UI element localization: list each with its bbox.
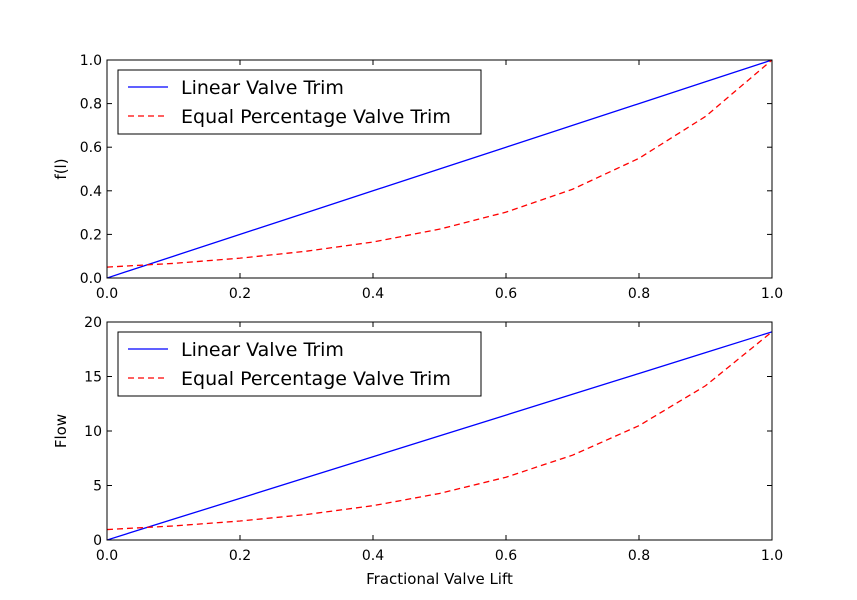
y-tick-label: 0.2 [80,227,102,243]
x-tick-label: 0.6 [495,286,517,302]
x-tick-label: 0.2 [229,548,251,564]
y-tick-label: 0.8 [80,97,102,113]
series-line-equal-percentage [107,331,772,531]
legend: Linear Valve Trim Equal Percentage Valve… [117,69,482,135]
legend-box [117,331,482,397]
legend-label-equal-percentage: Equal Percentage Valve Trim [181,368,451,390]
x-tick-label: 1.0 [761,548,783,564]
legend-label-linear: Linear Valve Trim [181,339,344,361]
x-tick-label: 0.0 [96,548,118,564]
legend-label-linear: Linear Valve Trim [181,77,344,99]
legend-label-equal-percentage: Equal Percentage Valve Trim [181,106,451,128]
y-tick-label: 0.6 [80,140,102,156]
y-tick-label: 10 [84,424,102,440]
x-tick-label: 0.8 [628,286,650,302]
series-layer [107,331,772,540]
y-tick-label: 15 [84,370,102,386]
x-tick-label: 0.2 [229,286,251,302]
series-line-linear [107,60,772,278]
y-tick-label: 5 [93,479,102,495]
y-tick-label: 0 [93,533,102,549]
x-axis-label: Fractional Valve Lift [366,570,513,588]
x-tick-label: 0.4 [362,548,384,564]
subplot-f-of-l: f(l) 0.0 0.2 0.4 0.6 0.8 1.0 0.0 0.2 0.4 0.6 0.8 1.… [52,53,783,302]
y-tick-label: 0.4 [80,184,102,200]
y-tick-label: 1.0 [80,53,102,69]
ticks-layer: 0.0 0.2 0.4 0.6 0.8 1.0 0.0 0.2 0.4 0.6 0.8 1.0 [80,53,783,302]
legend: Linear Valve Trim Equal Percentage Valve… [117,331,482,397]
axes-frame [106,59,773,279]
x-tick-label: 0.8 [628,548,650,564]
series-line-equal-percentage [107,60,772,268]
x-tick-label: 0.4 [362,286,384,302]
y-axis-label: f(l) [52,158,70,179]
y-tick-label: 20 [84,315,102,331]
x-tick-label: 1.0 [761,286,783,302]
ticks-layer: 0.0 0.2 0.4 0.6 0.8 1.0 0 5 10 15 20 [84,315,783,564]
x-tick-label: 0.0 [96,286,118,302]
y-tick-label: 0.0 [80,271,102,287]
series-line-linear [107,331,772,540]
legend-box [117,69,482,135]
x-tick-label: 0.6 [495,548,517,564]
y-axis-label: Flow [52,414,70,448]
series-layer [107,60,772,278]
subplot-flow: Flow Fractional Valve Lift 0.0 0.2 0.4 0.6 0… [52,315,783,588]
